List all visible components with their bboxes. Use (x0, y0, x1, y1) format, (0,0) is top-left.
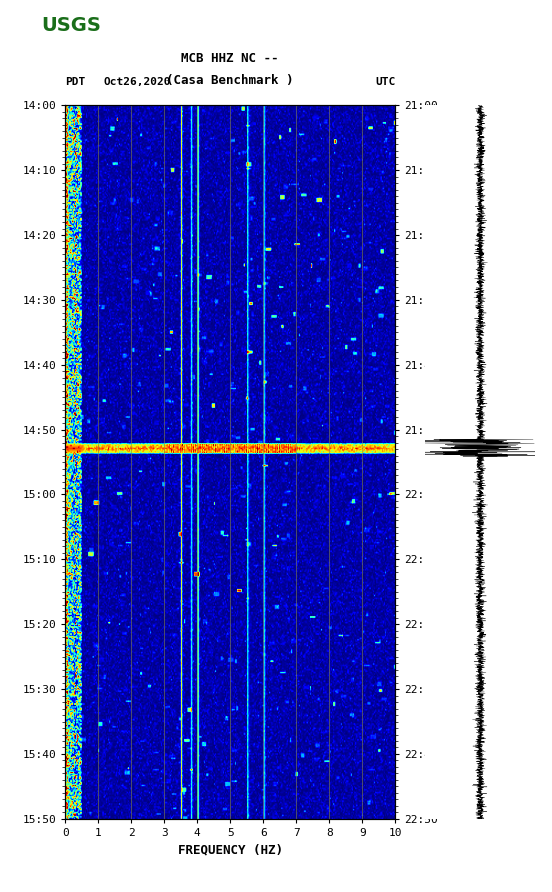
Text: PDT: PDT (65, 78, 86, 87)
Text: Oct26,2020: Oct26,2020 (104, 78, 171, 87)
Text: MCB HHZ NC --: MCB HHZ NC -- (182, 52, 279, 65)
Polygon shape (6, 9, 36, 33)
Text: UTC: UTC (375, 78, 395, 87)
X-axis label: FREQUENCY (HZ): FREQUENCY (HZ) (178, 844, 283, 856)
Text: (Casa Benchmark ): (Casa Benchmark ) (167, 74, 294, 87)
Text: USGS: USGS (41, 16, 101, 36)
